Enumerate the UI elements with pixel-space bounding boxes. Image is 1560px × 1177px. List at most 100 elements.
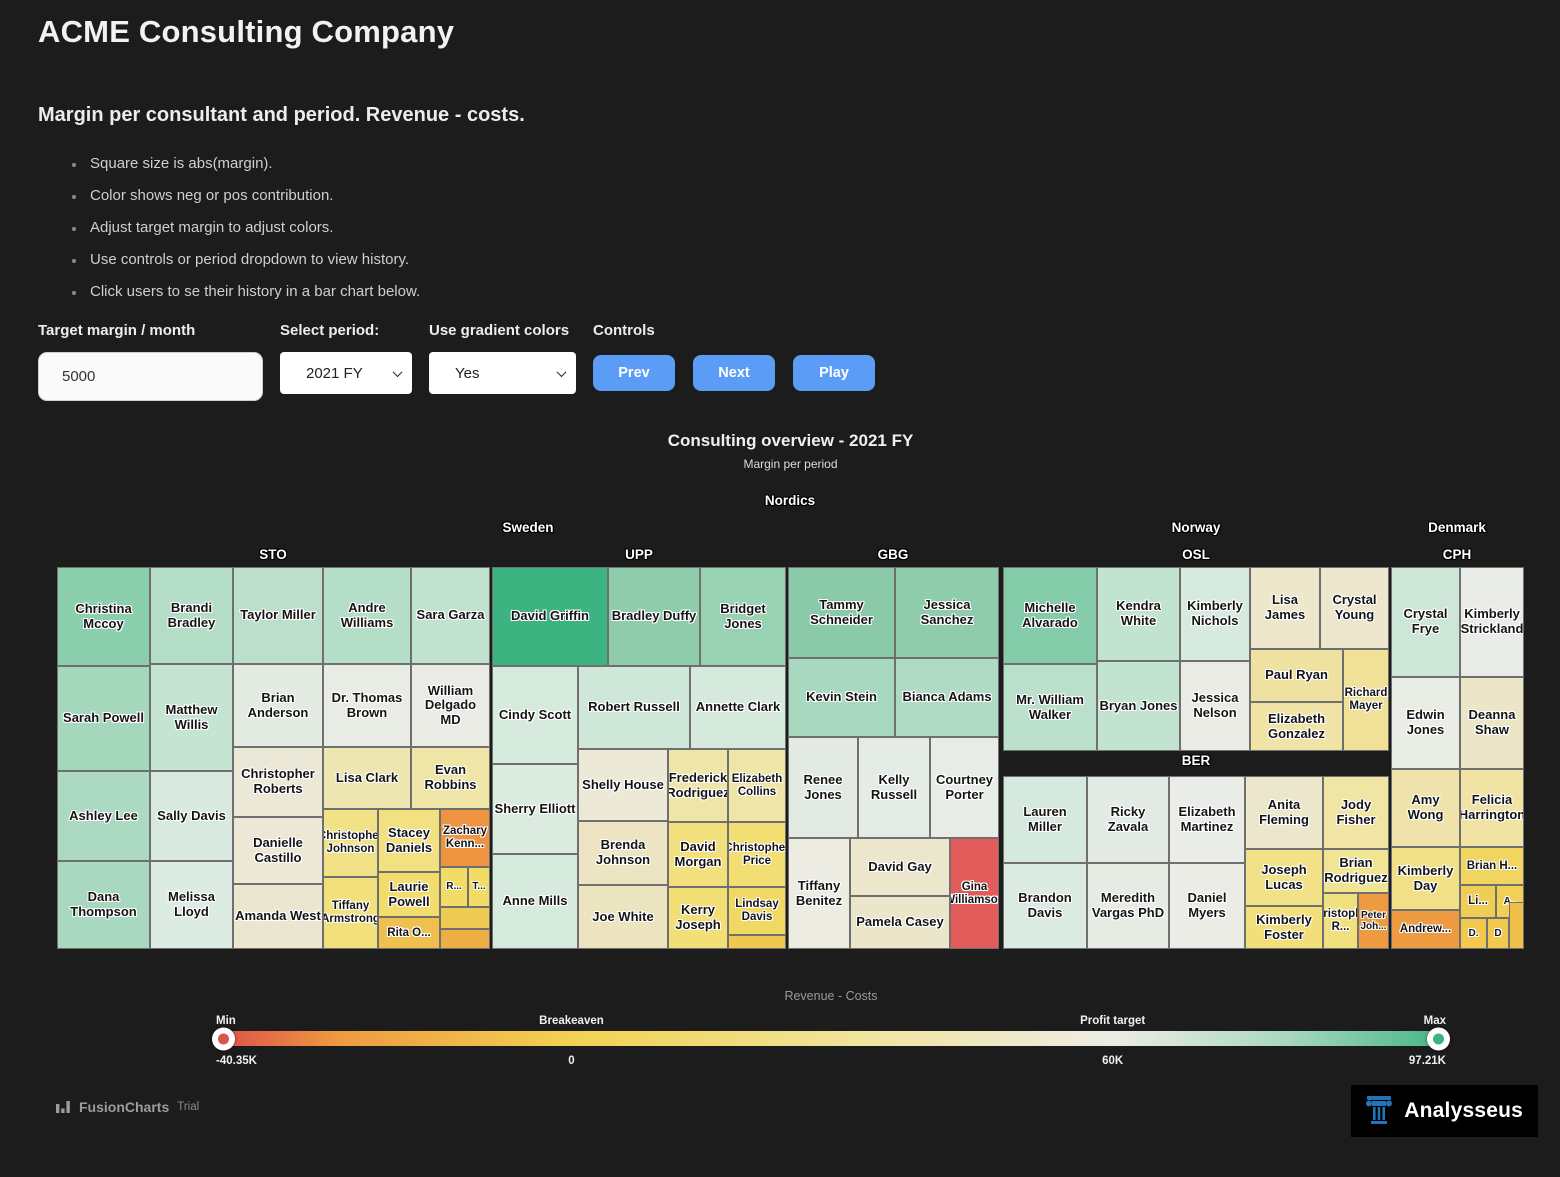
treemap-cell[interactable]: Peter Joh... xyxy=(1358,893,1389,949)
treemap-cell[interactable]: Andre Williams xyxy=(323,567,411,664)
treemap-cell[interactable]: Christopher Johnson xyxy=(323,809,378,877)
treemap-cell[interactable]: Laurie Powell xyxy=(378,872,440,917)
treemap-cell[interactable]: Christopher Price xyxy=(728,822,786,887)
treemap-cell[interactable]: Annette Clark xyxy=(690,666,786,749)
treemap-cell[interactable]: T... xyxy=(468,867,490,907)
treemap-cell[interactable]: Sally Davis xyxy=(150,771,233,861)
right-range-handle[interactable] xyxy=(1427,1027,1450,1050)
treemap-cell[interactable]: Amanda West xyxy=(233,884,323,949)
treemap-cell[interactable]: Anita Fleming xyxy=(1245,776,1323,849)
treemap-cell[interactable] xyxy=(728,935,786,949)
treemap-cell[interactable]: D. xyxy=(1460,918,1487,949)
treemap-cell[interactable]: Brian H... xyxy=(1460,847,1524,885)
left-range-handle[interactable] xyxy=(212,1027,235,1050)
treemap-cell[interactable]: Elizabeth Gonzalez xyxy=(1250,702,1343,751)
prev-button[interactable]: Prev xyxy=(593,355,675,391)
treemap-cell[interactable]: Anne Mills xyxy=(492,854,578,949)
next-button[interactable]: Next xyxy=(693,355,775,391)
treemap-cell[interactable]: Lisa Clark xyxy=(323,747,411,809)
treemap-cell[interactable]: Daniel Myers xyxy=(1169,863,1245,949)
treemap-cell[interactable]: Richard Mayer xyxy=(1343,649,1389,751)
treemap-cell[interactable]: Kevin Stein xyxy=(788,658,895,737)
treemap-cell[interactable]: Felicia Harrington xyxy=(1460,769,1524,847)
treemap-cell[interactable]: Pamela Casey xyxy=(850,896,950,949)
treemap-cell[interactable]: Frederick Rodriguez xyxy=(668,749,728,822)
treemap-cell[interactable]: Zachary Kenn... xyxy=(440,809,490,867)
treemap-cell[interactable]: Brenda Johnson xyxy=(578,821,668,885)
treemap-cell[interactable]: Brian Rodriguez xyxy=(1323,849,1389,893)
treemap-cell[interactable]: Renee Jones xyxy=(788,737,858,838)
treemap-cell[interactable]: Michelle Alvarado xyxy=(1003,567,1097,664)
treemap-cell[interactable]: Dr. Thomas Brown xyxy=(323,664,411,747)
treemap-cell[interactable]: Kelly Russell xyxy=(858,737,930,838)
treemap-cell[interactable]: Elizabeth Martinez xyxy=(1169,776,1245,863)
treemap-cell[interactable]: Crystal Frye xyxy=(1391,567,1460,677)
treemap-cell[interactable]: Courtney Porter xyxy=(930,737,999,838)
treemap-cell[interactable]: William Delgado MD xyxy=(411,664,490,747)
treemap-cell[interactable]: Deanna Shaw xyxy=(1460,677,1524,769)
treemap-cell[interactable]: Bridget Jones xyxy=(700,567,786,666)
legend-gradient-bar[interactable] xyxy=(212,1027,1450,1050)
treemap-cell[interactable]: Joe White xyxy=(578,885,668,949)
treemap-cell[interactable]: D xyxy=(1487,918,1509,949)
period-select[interactable]: 2021 FY xyxy=(280,352,412,394)
treemap-cell[interactable]: Sara Garza xyxy=(411,567,490,664)
treemap-cell[interactable]: Kendra White xyxy=(1097,567,1180,661)
treemap-cell[interactable]: Kimberly Foster xyxy=(1245,906,1323,949)
treemap-cell[interactable]: Dana Thompson xyxy=(57,861,150,949)
treemap-cell[interactable]: Tammy Schneider xyxy=(788,567,895,658)
treemap-cell[interactable]: Bianca Adams xyxy=(895,658,999,737)
treemap-cell[interactable]: David Griffin xyxy=(492,567,608,666)
treemap-cell[interactable]: Tiffany Armstrong xyxy=(323,877,378,949)
fusioncharts-watermark[interactable]: FusionCharts Trial xyxy=(55,1099,199,1115)
treemap-cell[interactable]: Edwin Jones xyxy=(1391,677,1460,769)
treemap-cell[interactable]: Kimberly Strickland xyxy=(1460,567,1524,677)
treemap-cell[interactable]: R... xyxy=(440,867,468,907)
play-button[interactable]: Play xyxy=(793,355,875,391)
treemap-cell[interactable] xyxy=(440,929,490,949)
treemap-cell[interactable]: Amy Wong xyxy=(1391,769,1460,847)
treemap-cell[interactable]: Shelly House xyxy=(578,749,668,821)
treemap-cell[interactable]: Ashley Lee xyxy=(57,771,150,861)
treemap-cell[interactable]: Kimberly Day xyxy=(1391,847,1460,910)
treemap-cell[interactable]: Evan Robbins xyxy=(411,747,490,809)
target-margin-input[interactable] xyxy=(38,352,263,401)
treemap-cell[interactable]: Lauren Miller xyxy=(1003,776,1087,863)
treemap-cell[interactable]: Andrew... xyxy=(1391,910,1460,949)
treemap-cell[interactable]: Christina Mccoy xyxy=(57,567,150,666)
treemap-cell[interactable]: Ricky Zavala xyxy=(1087,776,1169,863)
treemap-cell[interactable]: Melissa Lloyd xyxy=(150,861,233,949)
treemap-cell[interactable]: Lisa James xyxy=(1250,567,1320,649)
treemap-cell[interactable]: Danielle Castillo xyxy=(233,817,323,884)
treemap-cell[interactable]: Mr. William Walker xyxy=(1003,664,1097,751)
treemap-cell[interactable]: Jessica Nelson xyxy=(1180,661,1250,751)
treemap-cell[interactable]: Stacey Daniels xyxy=(378,809,440,872)
treemap-cell[interactable]: Taylor Miller xyxy=(233,567,323,664)
treemap-cell[interactable]: Christopher R... xyxy=(1323,893,1358,949)
analysseus-logo[interactable]: Analysseus xyxy=(1351,1085,1538,1137)
treemap-cell[interactable]: Bradley Duffy xyxy=(608,567,700,666)
treemap-cell[interactable]: Brandon Davis xyxy=(1003,863,1087,949)
treemap-cell[interactable]: Jody Fisher xyxy=(1323,776,1389,849)
treemap-cell[interactable]: Lindsay Davis xyxy=(728,887,786,935)
treemap-cell[interactable]: Christopher Roberts xyxy=(233,747,323,817)
treemap-cell[interactable]: Kerry Joseph xyxy=(668,887,728,949)
treemap-cell[interactable]: Sherry Elliott xyxy=(492,764,578,854)
treemap-cell[interactable]: Tiffany Benitez xyxy=(788,838,850,949)
treemap-cell[interactable]: Bryan Jones xyxy=(1097,661,1180,751)
treemap-cell[interactable]: Meredith Vargas PhD xyxy=(1087,863,1169,949)
treemap-cell[interactable]: David Morgan xyxy=(668,822,728,887)
treemap-cell[interactable]: Brian Anderson xyxy=(233,664,323,747)
treemap-cell[interactable]: Jessica Sanchez xyxy=(895,567,999,658)
treemap-cell[interactable]: Gina Williamson xyxy=(950,838,999,949)
treemap-cell[interactable]: Sarah Powell xyxy=(57,666,150,771)
treemap-cell[interactable]: Brandi Bradley xyxy=(150,567,233,664)
treemap-cell[interactable]: Elizabeth Collins xyxy=(728,749,786,822)
treemap-cell[interactable]: Robert Russell xyxy=(578,666,690,749)
treemap-cell[interactable]: Cindy Scott xyxy=(492,666,578,764)
treemap-cell[interactable]: Crystal Young xyxy=(1320,567,1389,649)
gradient-colors-select[interactable]: Yes xyxy=(429,352,576,394)
treemap-cell[interactable]: David Gay xyxy=(850,838,950,896)
treemap-cell[interactable] xyxy=(440,907,490,929)
treemap-cell[interactable]: Paul Ryan xyxy=(1250,649,1343,702)
